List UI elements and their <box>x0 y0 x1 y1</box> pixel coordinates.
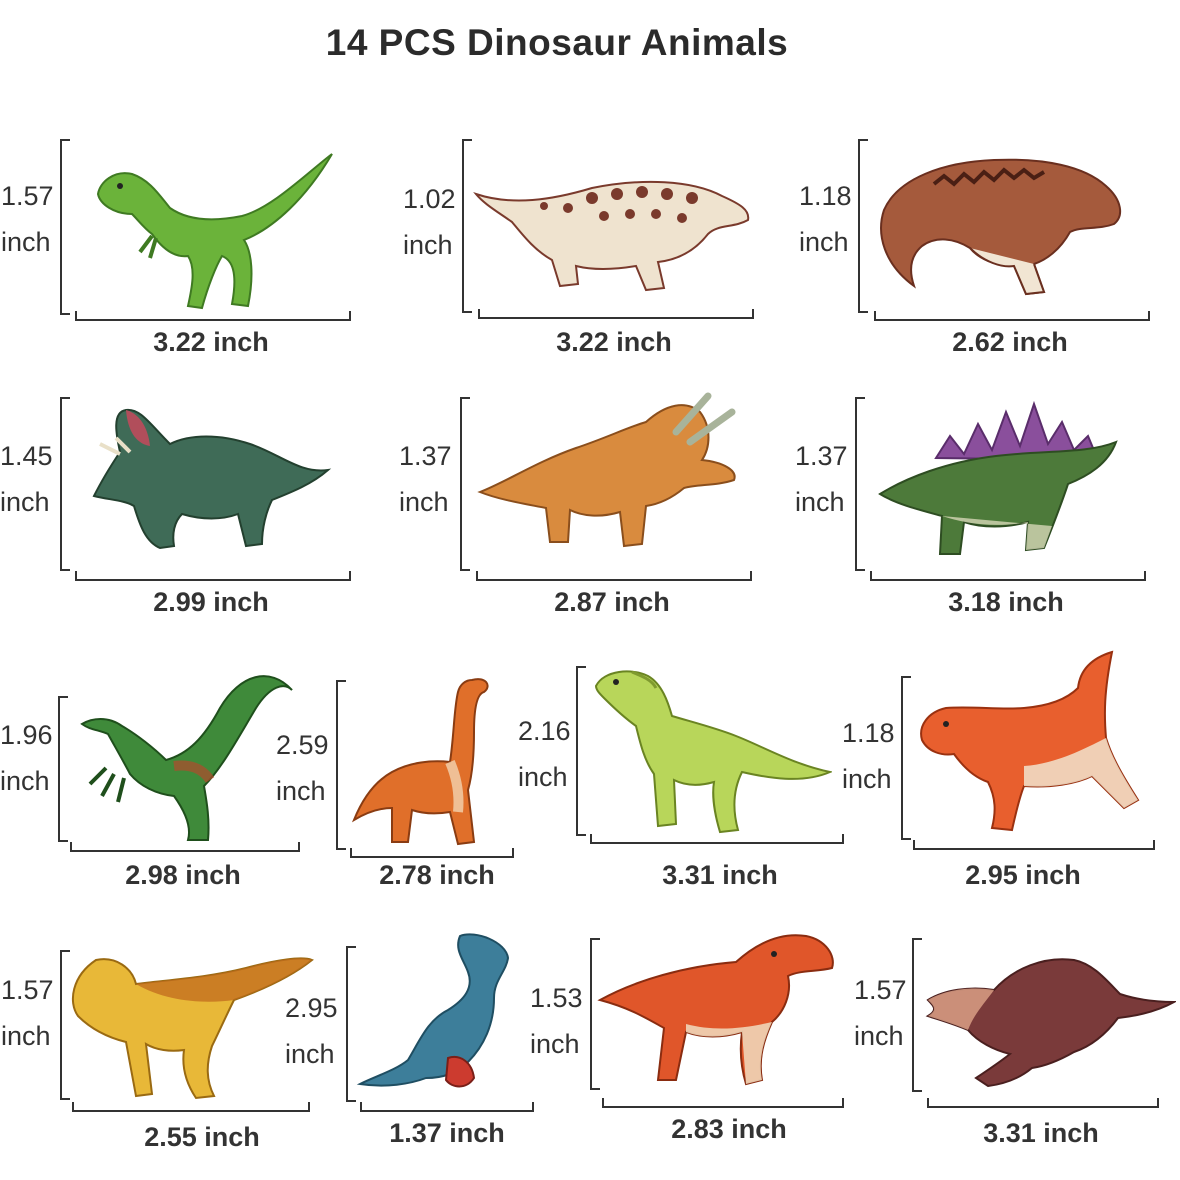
width-label: 3.22 inch <box>153 327 269 357</box>
height-label: 1.37 inch <box>795 441 848 517</box>
ankylosaurus-figure-image <box>473 180 750 292</box>
width-label: 2.83 inch <box>671 1114 787 1144</box>
height-bracket <box>858 139 868 313</box>
height-label: 1.02 inch <box>403 184 456 260</box>
triceratops-figure-image <box>92 408 332 550</box>
height-label: 1.57 inch <box>1 975 54 1051</box>
width-bracket <box>913 840 1155 850</box>
width-bracket <box>70 842 300 852</box>
height-label: 1.18 inch <box>799 181 852 257</box>
pachycephalosaurus-figure-image <box>71 957 314 1100</box>
height-bracket <box>460 397 470 571</box>
height-bracket <box>60 950 70 1100</box>
height-bracket <box>462 139 472 313</box>
width-label: 3.22 inch <box>556 327 672 357</box>
height-label: 1.53 inch <box>530 983 583 1059</box>
height-bracket <box>901 676 911 840</box>
width-bracket <box>72 1102 310 1112</box>
trex-orange-figure-image <box>597 934 834 1086</box>
page-title: 14 PCS Dinosaur Animals <box>325 22 789 63</box>
width-label: 2.99 inch <box>153 587 269 617</box>
width-bracket <box>927 1098 1159 1108</box>
width-bracket <box>874 311 1150 321</box>
width-bracket <box>478 309 754 319</box>
triceratops-orange-figure-image <box>477 392 736 548</box>
allosaurus-figure-image <box>880 158 1122 296</box>
height-bracket <box>346 946 356 1102</box>
width-bracket <box>360 1102 534 1112</box>
width-bracket <box>476 571 752 581</box>
height-label: 1.57 inch <box>854 975 907 1051</box>
width-label: 2.98 inch <box>125 860 241 890</box>
height-label: 1.37 inch <box>399 441 452 517</box>
height-bracket <box>60 139 70 315</box>
width-bracket <box>75 311 351 321</box>
height-bracket <box>60 397 70 571</box>
height-label: 1.18 inch <box>842 718 895 794</box>
height-label: 2.95 inch <box>285 993 338 1069</box>
height-label: 1.45 inch <box>0 441 53 517</box>
height-bracket <box>912 938 922 1092</box>
height-bracket <box>855 397 865 571</box>
spinosaurus-figure-image <box>925 958 1176 1088</box>
height-bracket <box>590 938 600 1090</box>
height-label: 2.16 inch <box>518 716 571 792</box>
width-bracket <box>590 834 844 844</box>
width-label: 2.62 inch <box>952 327 1068 357</box>
height-label: 1.96 inch <box>0 720 53 796</box>
height-bracket <box>576 666 586 836</box>
raptor-lime-figure-image <box>594 670 832 834</box>
width-bracket <box>870 571 1146 581</box>
width-bracket <box>602 1098 844 1108</box>
height-label: 1.57 inch <box>1 181 54 257</box>
width-bracket <box>75 571 351 581</box>
width-bracket <box>350 848 514 858</box>
width-label: 2.55 inch <box>144 1122 260 1152</box>
width-label: 2.78 inch <box>379 860 495 890</box>
width-label: 2.95 inch <box>965 860 1081 890</box>
trex-figure-image <box>96 153 333 310</box>
width-label: 3.18 inch <box>948 587 1064 617</box>
height-bracket <box>336 680 346 850</box>
width-label: 2.87 inch <box>554 587 670 617</box>
mosasaurus-figure-image <box>356 933 510 1088</box>
velociraptor-figure-image <box>80 675 293 841</box>
stegosaurus-figure-image <box>878 400 1118 555</box>
brachiosaurus-figure-image <box>351 678 489 846</box>
width-label: 3.31 inch <box>662 860 778 890</box>
height-bracket <box>58 696 68 842</box>
height-label: 2.59 inch <box>276 730 329 806</box>
width-label: 1.37 inch <box>389 1118 505 1148</box>
width-label: 3.31 inch <box>983 1118 1099 1148</box>
carnotaurus-figure-image <box>920 650 1140 832</box>
